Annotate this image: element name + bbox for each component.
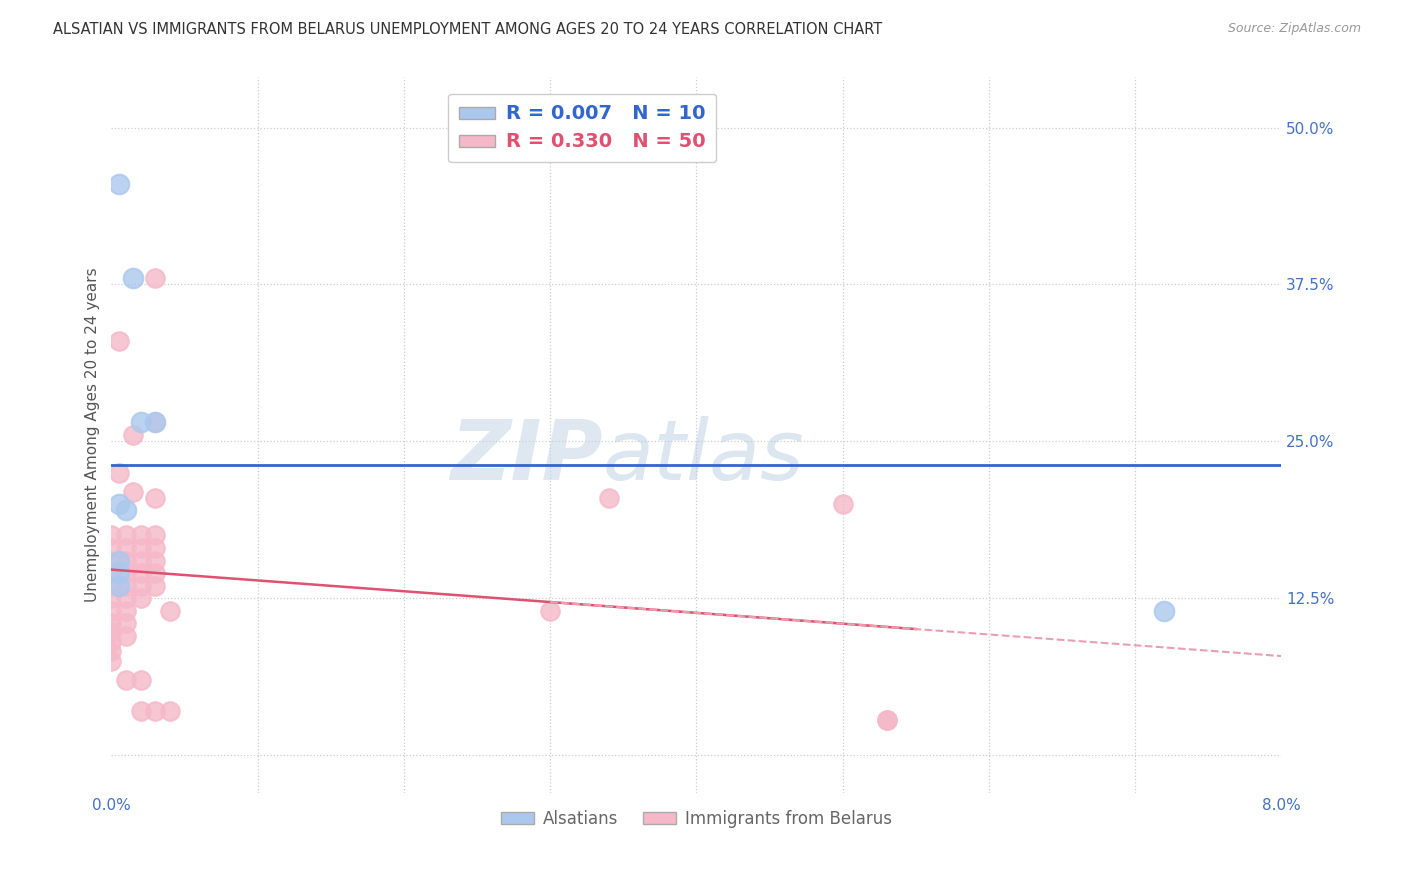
- Point: [100, 528, 122, 542]
- Point: [143, 541, 166, 555]
- Point: [115, 629, 138, 643]
- Point: [143, 271, 166, 285]
- Point: [143, 416, 166, 430]
- Point: [143, 416, 166, 430]
- Point: [100, 591, 122, 606]
- Point: [107, 553, 129, 567]
- Point: [115, 553, 138, 567]
- Text: ZIP: ZIP: [450, 416, 603, 497]
- Point: [107, 566, 129, 580]
- Point: [876, 713, 898, 727]
- Point: [129, 704, 152, 718]
- Point: [100, 553, 122, 567]
- Point: [143, 553, 166, 567]
- Point: [538, 604, 561, 618]
- Point: [115, 566, 138, 580]
- Legend: Alsatians, Immigrants from Belarus: Alsatians, Immigrants from Belarus: [495, 803, 898, 834]
- Point: [107, 334, 129, 348]
- Point: [115, 579, 138, 593]
- Point: [100, 566, 122, 580]
- Point: [129, 553, 152, 567]
- Point: [100, 654, 122, 668]
- Point: [159, 604, 181, 618]
- Point: [115, 604, 138, 618]
- Point: [129, 579, 152, 593]
- Point: [100, 579, 122, 593]
- Point: [100, 604, 122, 618]
- Point: [143, 491, 166, 505]
- Point: [122, 484, 145, 499]
- Point: [598, 491, 620, 505]
- Point: [115, 591, 138, 606]
- Y-axis label: Unemployment Among Ages 20 to 24 years: Unemployment Among Ages 20 to 24 years: [86, 268, 100, 602]
- Point: [122, 271, 145, 285]
- Point: [115, 528, 138, 542]
- Point: [876, 713, 898, 727]
- Point: [115, 503, 138, 517]
- Point: [159, 704, 181, 718]
- Point: [100, 635, 122, 649]
- Point: [129, 528, 152, 542]
- Point: [143, 704, 166, 718]
- Point: [143, 579, 166, 593]
- Point: [1153, 604, 1175, 618]
- Point: [831, 497, 853, 511]
- Text: atlas: atlas: [603, 416, 804, 497]
- Point: [107, 497, 129, 511]
- Point: [143, 528, 166, 542]
- Point: [107, 579, 129, 593]
- Text: ALSATIAN VS IMMIGRANTS FROM BELARUS UNEMPLOYMENT AMONG AGES 20 TO 24 YEARS CORRE: ALSATIAN VS IMMIGRANTS FROM BELARUS UNEM…: [53, 22, 883, 37]
- Point: [129, 541, 152, 555]
- Text: Source: ZipAtlas.com: Source: ZipAtlas.com: [1227, 22, 1361, 36]
- Point: [100, 541, 122, 555]
- Point: [115, 616, 138, 631]
- Point: [107, 466, 129, 480]
- Point: [107, 177, 129, 191]
- Point: [100, 625, 122, 640]
- Point: [129, 673, 152, 687]
- Point: [129, 591, 152, 606]
- Point: [100, 616, 122, 631]
- Point: [115, 673, 138, 687]
- Point: [100, 644, 122, 658]
- Point: [122, 428, 145, 442]
- Point: [129, 416, 152, 430]
- Point: [143, 566, 166, 580]
- Point: [115, 541, 138, 555]
- Point: [129, 566, 152, 580]
